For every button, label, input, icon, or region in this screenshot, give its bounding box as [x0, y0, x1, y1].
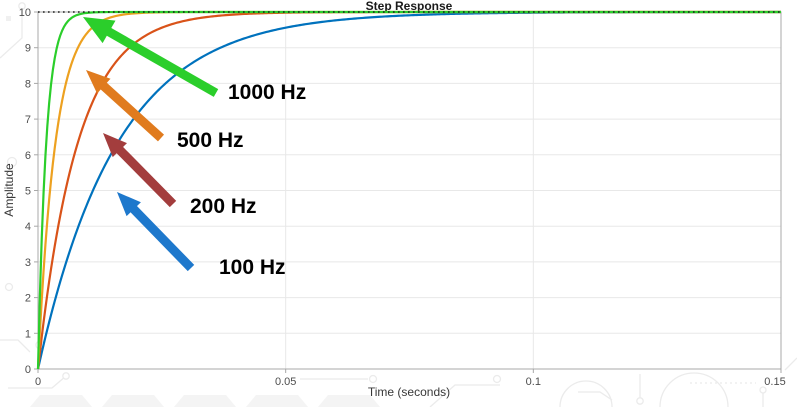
annotation-label-100hz: 100 Hz	[219, 256, 286, 279]
y-tick-label: 8	[25, 78, 31, 90]
x-tick-label: 0.15	[764, 376, 785, 388]
x-tick-label: 0.1	[526, 376, 541, 388]
x-tick-label: 0	[35, 376, 41, 388]
arrow-head-100hz	[117, 192, 141, 217]
plot-area: 0 0.05 0.1 0.15 0 1 2 3 4 5 6 7 8 9 10 1000 Hz 500 Hz 200…	[19, 7, 786, 388]
arrow-head-1000hz	[83, 17, 116, 44]
arrow-shaft-500hz	[98, 80, 165, 142]
annotation-label-200hz: 200 Hz	[190, 195, 257, 218]
x-axis-label: Time (seconds)	[368, 385, 450, 399]
y-axis-label: Amplitude	[2, 163, 16, 217]
y-tick-label: 4	[25, 221, 31, 233]
x-tick-label: 0.05	[275, 376, 296, 388]
annotation-label-1000hz: 1000 Hz	[228, 81, 306, 104]
arrow-shaft-1000hz	[104, 26, 219, 97]
y-tick-label: 5	[25, 186, 31, 198]
y-tick-label: 7	[25, 114, 31, 126]
annotation-label-500hz: 500 Hz	[177, 129, 244, 152]
arrow-shaft-100hz	[128, 203, 195, 272]
watermark-trace	[0, 6, 23, 59]
y-tick-label: 10	[19, 7, 31, 19]
arrow-head-500hz	[86, 70, 111, 94]
arrow-head-200hz	[103, 133, 127, 158]
y-tick-label: 0	[25, 364, 31, 376]
arrow-shaft-200hz	[114, 144, 177, 208]
y-tick-label: 2	[25, 293, 31, 305]
y-tick-label: 3	[25, 257, 31, 269]
y-tick-label: 1	[25, 328, 31, 340]
watermark-hexagons	[30, 395, 380, 407]
y-tick-label: 9	[25, 43, 31, 55]
y-tick-label: 6	[25, 150, 31, 162]
chart-title: Step Response	[366, 0, 453, 13]
